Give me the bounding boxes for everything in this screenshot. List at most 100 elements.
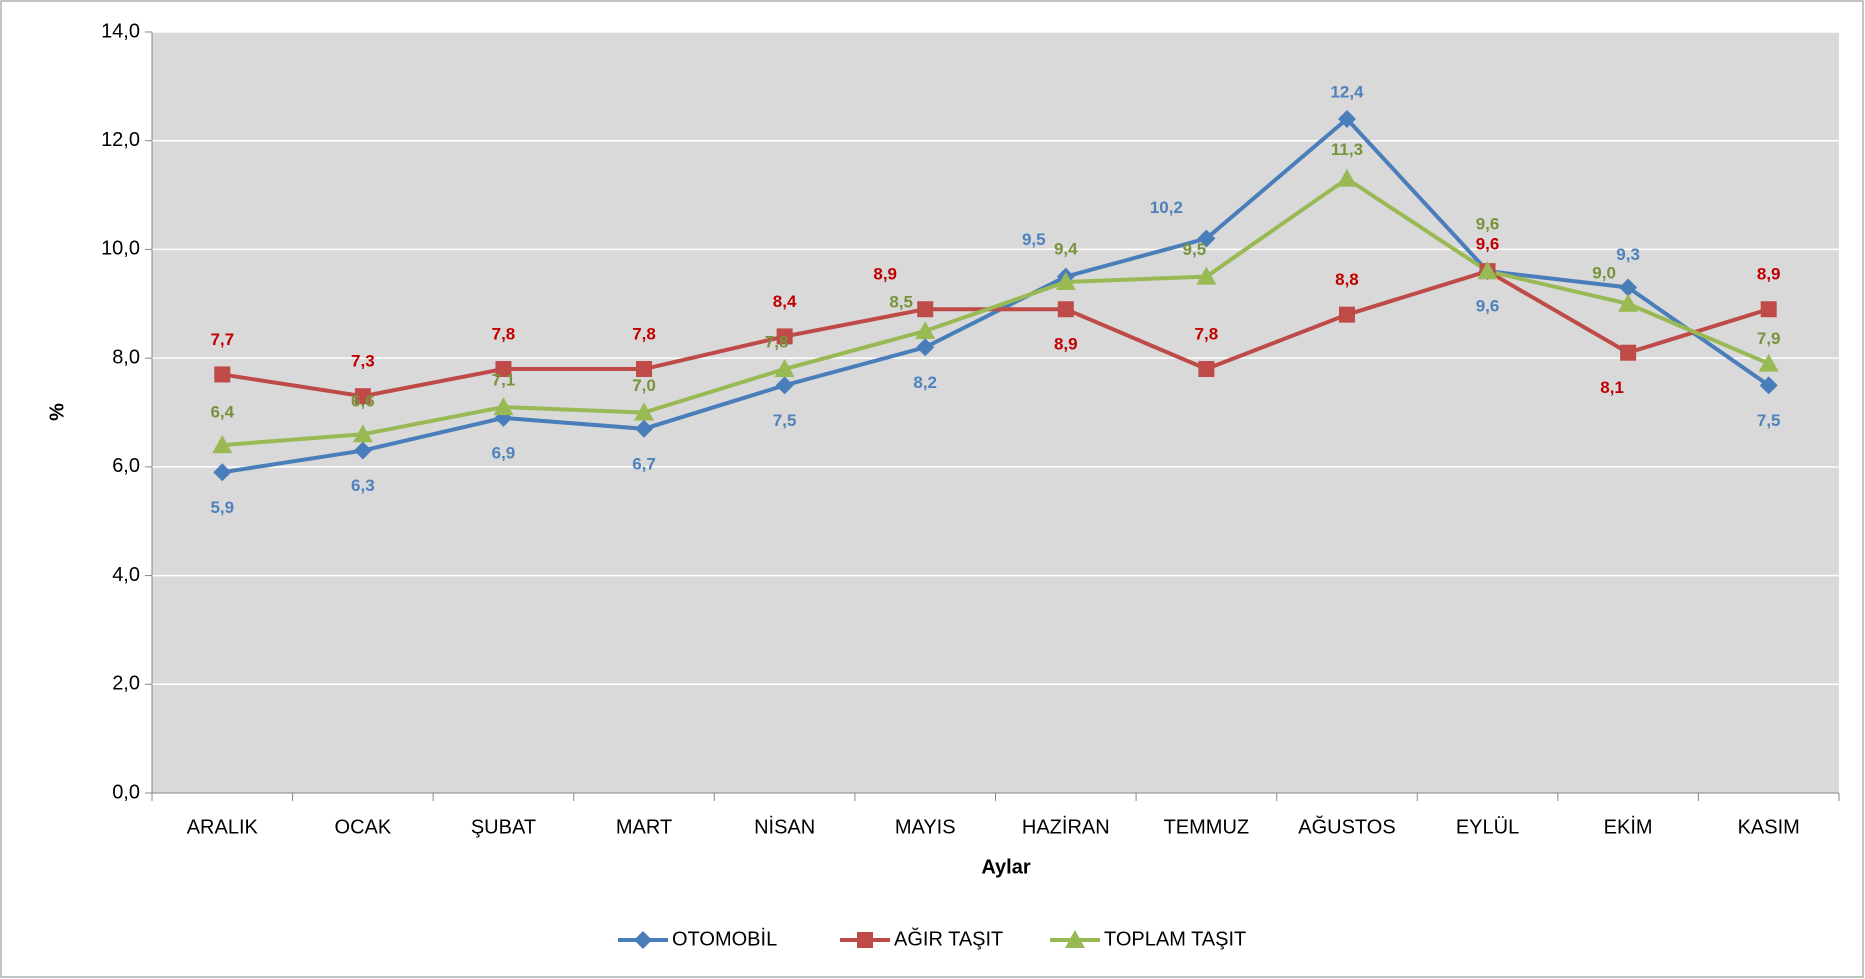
data-label: 8,5 [889, 292, 913, 311]
data-label: 11,3 [1331, 140, 1363, 159]
marker [1619, 278, 1638, 297]
series-line [221, 269, 1770, 399]
series-line [222, 176, 1770, 448]
data-label: 9,5 [1183, 240, 1207, 259]
legend-marker [634, 931, 652, 949]
data-label: 6,9 [492, 443, 516, 462]
y-tick-label: 4,0 [112, 564, 140, 586]
marker [776, 328, 793, 345]
series-line [221, 116, 1770, 475]
data-label: 6,3 [351, 476, 375, 495]
marker [495, 361, 512, 378]
data-label: 7,1 [492, 371, 516, 390]
marker [1618, 293, 1639, 312]
data-label: 8,2 [913, 373, 937, 392]
x-tick-label: KASIM [1738, 816, 1800, 838]
data-label: 7,8 [765, 332, 789, 351]
data-label: 9,3 [1616, 245, 1640, 264]
marker [634, 402, 655, 421]
y-tick-label: 14,0 [101, 20, 140, 42]
x-tick-label: NİSAN [754, 815, 815, 838]
marker [1620, 344, 1637, 361]
data-label: 9,6 [1476, 215, 1500, 234]
data-label: 6,7 [632, 454, 656, 473]
marker [354, 388, 371, 405]
x-tick-label: ARALIK [187, 816, 259, 838]
marker [775, 376, 794, 395]
data-label: 9,6 [1476, 235, 1500, 254]
legend-marker [1065, 930, 1085, 948]
y-tick-label: 10,0 [101, 238, 140, 260]
data-label: 7,5 [1757, 411, 1781, 430]
marker [1197, 229, 1216, 248]
data-label: 9,0 [1592, 263, 1616, 282]
data-label: 7,8 [1195, 324, 1219, 343]
data-label: 8,4 [773, 292, 797, 311]
marker [1338, 306, 1355, 323]
x-axis-title: Aylar [981, 856, 1031, 878]
data-label: 9,5 [1022, 230, 1046, 249]
marker [1477, 261, 1498, 280]
marker [352, 424, 373, 443]
marker [1055, 272, 1076, 291]
marker [1198, 361, 1215, 378]
x-tick-label: AĞUSTOS [1298, 815, 1395, 838]
data-label: 10,2 [1150, 198, 1183, 217]
marker [1760, 301, 1777, 318]
x-tick-label: EYLÜL [1456, 816, 1519, 838]
data-label: 8,8 [1335, 270, 1359, 289]
x-tick-label: TEMMUZ [1164, 816, 1250, 838]
data-label: 9,6 [1476, 297, 1500, 316]
marker [1196, 266, 1217, 285]
marker [635, 419, 654, 438]
data-label: 5,9 [210, 498, 234, 517]
marker [917, 301, 934, 318]
marker [353, 441, 372, 460]
legend-label: TOPLAM TAŞIT [1104, 928, 1246, 950]
data-label: 7,9 [1757, 329, 1781, 348]
data-label: 7,5 [773, 411, 797, 430]
x-tick-label: EKİM [1604, 815, 1653, 838]
legend-label: AĞIR TAŞIT [894, 927, 1003, 950]
marker [1336, 168, 1357, 187]
marker [774, 359, 795, 378]
x-tick-label: MART [616, 816, 672, 838]
data-label: 7,3 [351, 352, 375, 371]
data-label: 7,7 [210, 330, 234, 349]
marker [1758, 353, 1779, 372]
y-tick-label: 2,0 [112, 673, 140, 695]
legend-label: OTOMOBİL [672, 927, 777, 950]
data-label: 7,8 [632, 324, 656, 343]
y-tick-label: 8,0 [112, 346, 140, 368]
marker [1759, 376, 1778, 395]
marker [636, 361, 653, 378]
data-label: 8,9 [873, 265, 897, 284]
marker [1337, 109, 1356, 128]
data-label: 12,4 [1330, 82, 1364, 101]
data-label: 9,4 [1054, 240, 1078, 259]
data-label: 6,4 [210, 403, 234, 422]
data-label: 7,0 [632, 376, 656, 395]
marker [212, 435, 233, 454]
plot-area [152, 32, 1839, 793]
y-axis-title: % [46, 403, 68, 421]
marker [493, 397, 514, 416]
data-label: 8,1 [1600, 378, 1624, 397]
data-label: 8,9 [1757, 265, 1781, 284]
data-label: 7,8 [492, 324, 516, 343]
marker [213, 463, 232, 482]
x-tick-label: OCAK [335, 816, 392, 838]
marker [916, 338, 935, 357]
x-tick-label: MAYIS [895, 816, 956, 838]
marker [915, 320, 936, 339]
marker [1057, 301, 1074, 318]
data-label: 6,6 [351, 392, 375, 411]
y-tick-label: 12,0 [101, 129, 140, 151]
x-tick-label: ŞUBAT [471, 816, 536, 838]
y-tick-label: 0,0 [112, 781, 140, 803]
data-label: 8,9 [1054, 335, 1078, 354]
marker [214, 366, 231, 383]
legend-marker [857, 932, 873, 948]
x-tick-label: HAZİRAN [1022, 815, 1110, 838]
